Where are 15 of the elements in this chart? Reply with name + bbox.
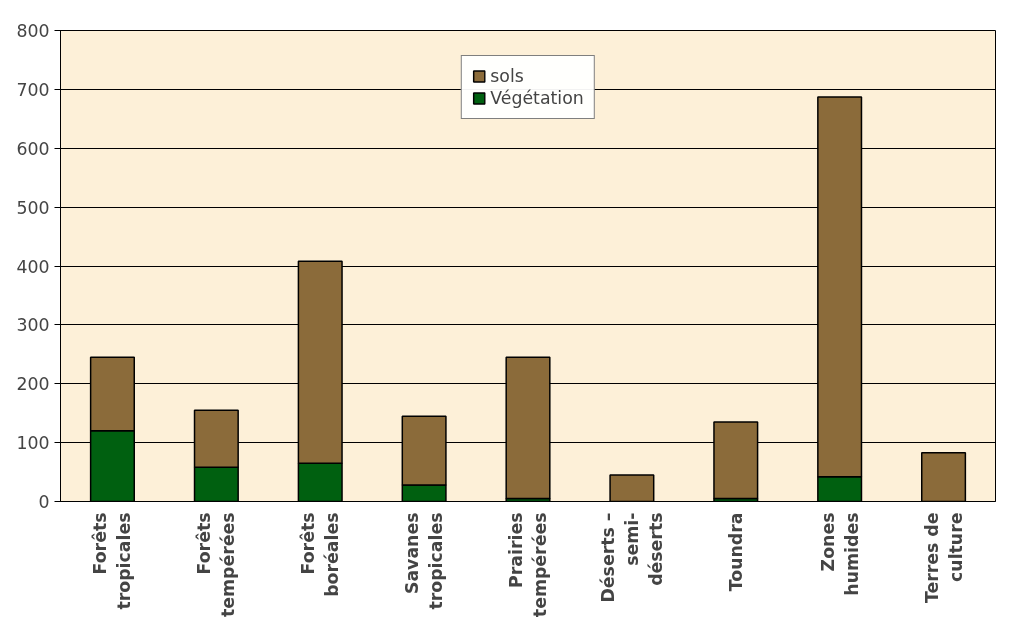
x-tick-label: Forêts tropicales [90, 512, 135, 610]
y-tick-label: 0 [38, 492, 50, 512]
legend-label: Végétation [490, 88, 584, 108]
legend-label: sols [490, 66, 524, 86]
y-tick-label: 100 [16, 433, 50, 454]
y-tick-label: 400 [16, 256, 50, 277]
y-tick-label: 300 [16, 315, 50, 336]
y-tick-label: 600 [16, 138, 50, 159]
y-tick-label: 200 [16, 374, 50, 395]
y-tick-label: 500 [16, 197, 50, 218]
x-tick-label: Terres de culture [921, 512, 966, 604]
x-tick-label: Toundra [725, 512, 746, 592]
x-tick-label: Zones humides [817, 512, 862, 596]
y-tick-label: 700 [16, 79, 50, 100]
y-tick-label: 800 [16, 21, 50, 41]
